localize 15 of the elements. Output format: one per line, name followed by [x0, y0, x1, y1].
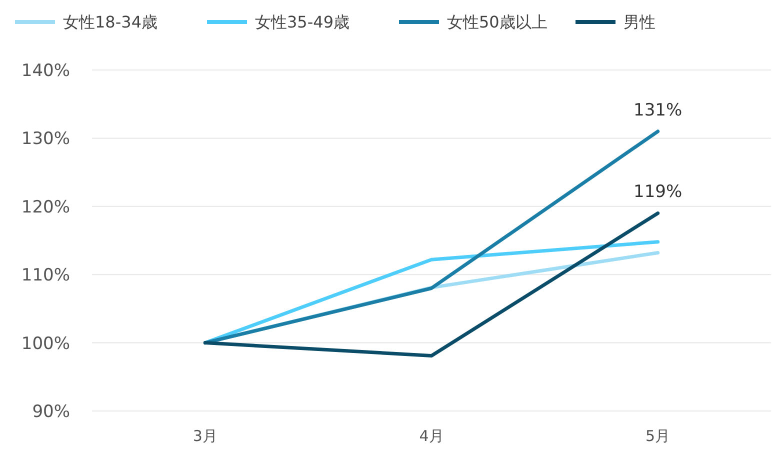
data-label: 119%: [634, 182, 682, 202]
x-tick-label: 5月: [646, 427, 670, 445]
legend-label: 男性: [624, 12, 656, 32]
y-tick-label: 120%: [21, 197, 70, 218]
legend-label: 女性35-49歳: [255, 12, 350, 32]
data-label: 131%: [634, 100, 682, 120]
legend-label: 女性50歳以上: [447, 12, 548, 32]
legend-label: 女性18-34歳: [63, 12, 158, 32]
y-tick-label: 130%: [21, 129, 70, 150]
x-tick-label: 3月: [192, 427, 218, 445]
y-tick-label: 90%: [32, 402, 70, 422]
x-tick-label: 4月: [419, 427, 444, 445]
y-tick-label: 110%: [21, 266, 70, 286]
y-tick-label: 140%: [21, 60, 70, 81]
y-tick-label: 100%: [21, 334, 70, 354]
